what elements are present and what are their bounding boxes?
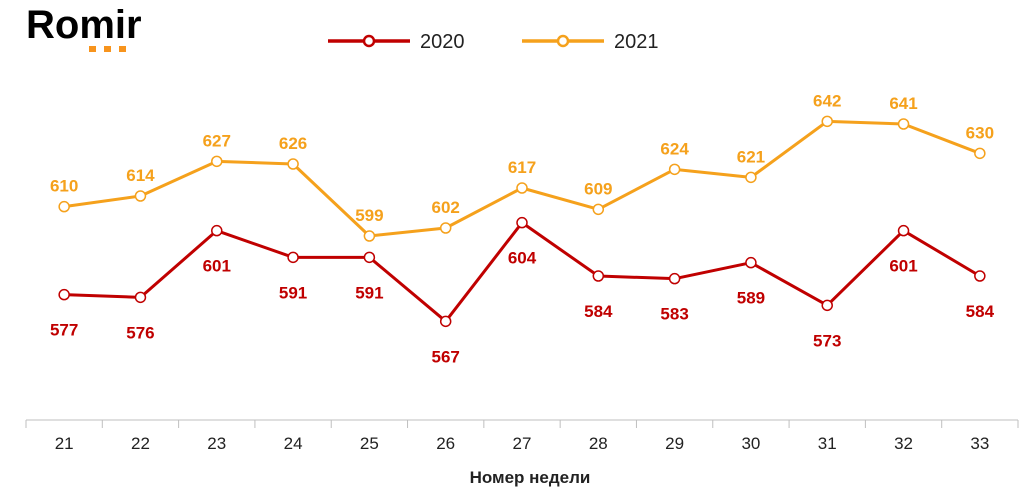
data-point-2020 [211, 224, 223, 237]
data-point-2020 [821, 299, 833, 312]
data-point-2020 [287, 251, 299, 264]
data-label-2021: 599 [355, 206, 383, 225]
data-label-2021: 626 [279, 134, 307, 153]
data-label-2021: 610 [50, 177, 78, 196]
data-label-2021: 627 [203, 131, 231, 150]
data-label-2020: 584 [966, 302, 995, 321]
data-point-2020 [745, 256, 757, 269]
x-tick-label: 31 [818, 434, 837, 453]
data-label-2021: 642 [813, 91, 841, 110]
data-label-2020: 591 [355, 283, 383, 302]
data-label-2021: 621 [737, 147, 765, 166]
data-point-2021 [287, 158, 299, 170]
x-tick-label: 25 [360, 434, 379, 453]
data-point-2020 [516, 216, 528, 229]
data-point-2021 [58, 200, 70, 213]
series-2021: 610 614 627 626 599 602 617 609 624 621 642 641 630 [50, 91, 994, 242]
x-tick-label: 28 [589, 434, 608, 453]
data-label-2020: 577 [50, 321, 78, 340]
legend-marker-2021 [556, 34, 570, 48]
x-tick-label: 27 [513, 434, 532, 453]
data-point-2020 [58, 288, 70, 301]
data-label-2021: 614 [126, 166, 155, 185]
data-point-2020 [974, 270, 986, 282]
data-point-2020 [134, 291, 147, 304]
data-point-2021 [592, 203, 605, 216]
x-tick-label: 23 [207, 434, 226, 453]
logo-dot [89, 46, 96, 52]
data-point-2020 [592, 270, 605, 282]
data-label-2021: 624 [660, 139, 689, 158]
x-tick-label: 22 [131, 434, 150, 453]
data-point-2021 [363, 230, 376, 242]
data-point-2021 [134, 190, 147, 202]
x-tick-label: 24 [284, 434, 303, 453]
data-label-2020: 601 [889, 257, 917, 276]
romir-logo: Romir [26, 3, 142, 52]
data-point-2020 [439, 315, 452, 328]
legend-marker-2020 [362, 34, 376, 48]
logo-text: Romir [26, 3, 142, 47]
data-label-2020: 584 [584, 302, 613, 321]
data-label-2020: 604 [508, 249, 537, 268]
x-tick-label: 33 [970, 434, 989, 453]
legend: 2020 2021 [328, 31, 659, 53]
data-point-2021 [897, 118, 910, 130]
x-axis-label: Номер недели [470, 468, 591, 487]
data-point-2021 [439, 222, 452, 234]
data-label-2021: 617 [508, 158, 536, 177]
data-point-2020 [363, 251, 376, 264]
data-point-2020 [668, 272, 681, 285]
data-label-2020: 567 [432, 347, 460, 366]
x-tick-label: 21 [55, 434, 74, 453]
data-point-2021 [668, 163, 681, 176]
data-label-2020: 601 [203, 257, 231, 276]
x-axis: 21 22 23 24 25 26 27 28 29 30 31 32 33 Номер недели [25, 419, 1019, 487]
data-point-2021 [211, 155, 223, 168]
data-label-2021: 609 [584, 179, 612, 198]
legend-label-2021: 2021 [614, 31, 659, 53]
legend-entry-2021: 2021 [522, 31, 659, 53]
data-label-2020: 589 [737, 289, 765, 308]
data-label-2020: 573 [813, 331, 841, 350]
data-label-2021: 641 [889, 94, 917, 113]
data-label-2020: 583 [660, 305, 688, 324]
legend-label-2020: 2020 [420, 31, 465, 53]
series-2020: 577 576 601 591 591 567 604 584 583 589 573 601 584 [50, 216, 995, 366]
data-label-2020: 576 [126, 323, 154, 342]
x-tick-label: 29 [665, 434, 684, 453]
data-label-2020: 591 [279, 283, 307, 302]
data-point-2021 [516, 182, 528, 194]
series-layer: 577 576 601 591 591 567 604 584 583 589 573 601 584 6… [50, 91, 995, 366]
x-tick-label: 30 [741, 434, 760, 453]
x-tick-label: 32 [894, 434, 913, 453]
data-label-2021: 630 [966, 123, 994, 142]
data-point-2021 [974, 147, 986, 160]
data-point-2021 [745, 171, 757, 184]
legend-entry-2020: 2020 [328, 31, 465, 53]
logo-dot [104, 46, 111, 52]
data-point-2021 [821, 115, 833, 128]
x-tick-label: 26 [436, 434, 455, 453]
logo-dot [119, 46, 126, 52]
data-point-2020 [897, 224, 910, 237]
series-line-2020 [64, 221, 981, 323]
data-label-2021: 602 [432, 198, 460, 217]
